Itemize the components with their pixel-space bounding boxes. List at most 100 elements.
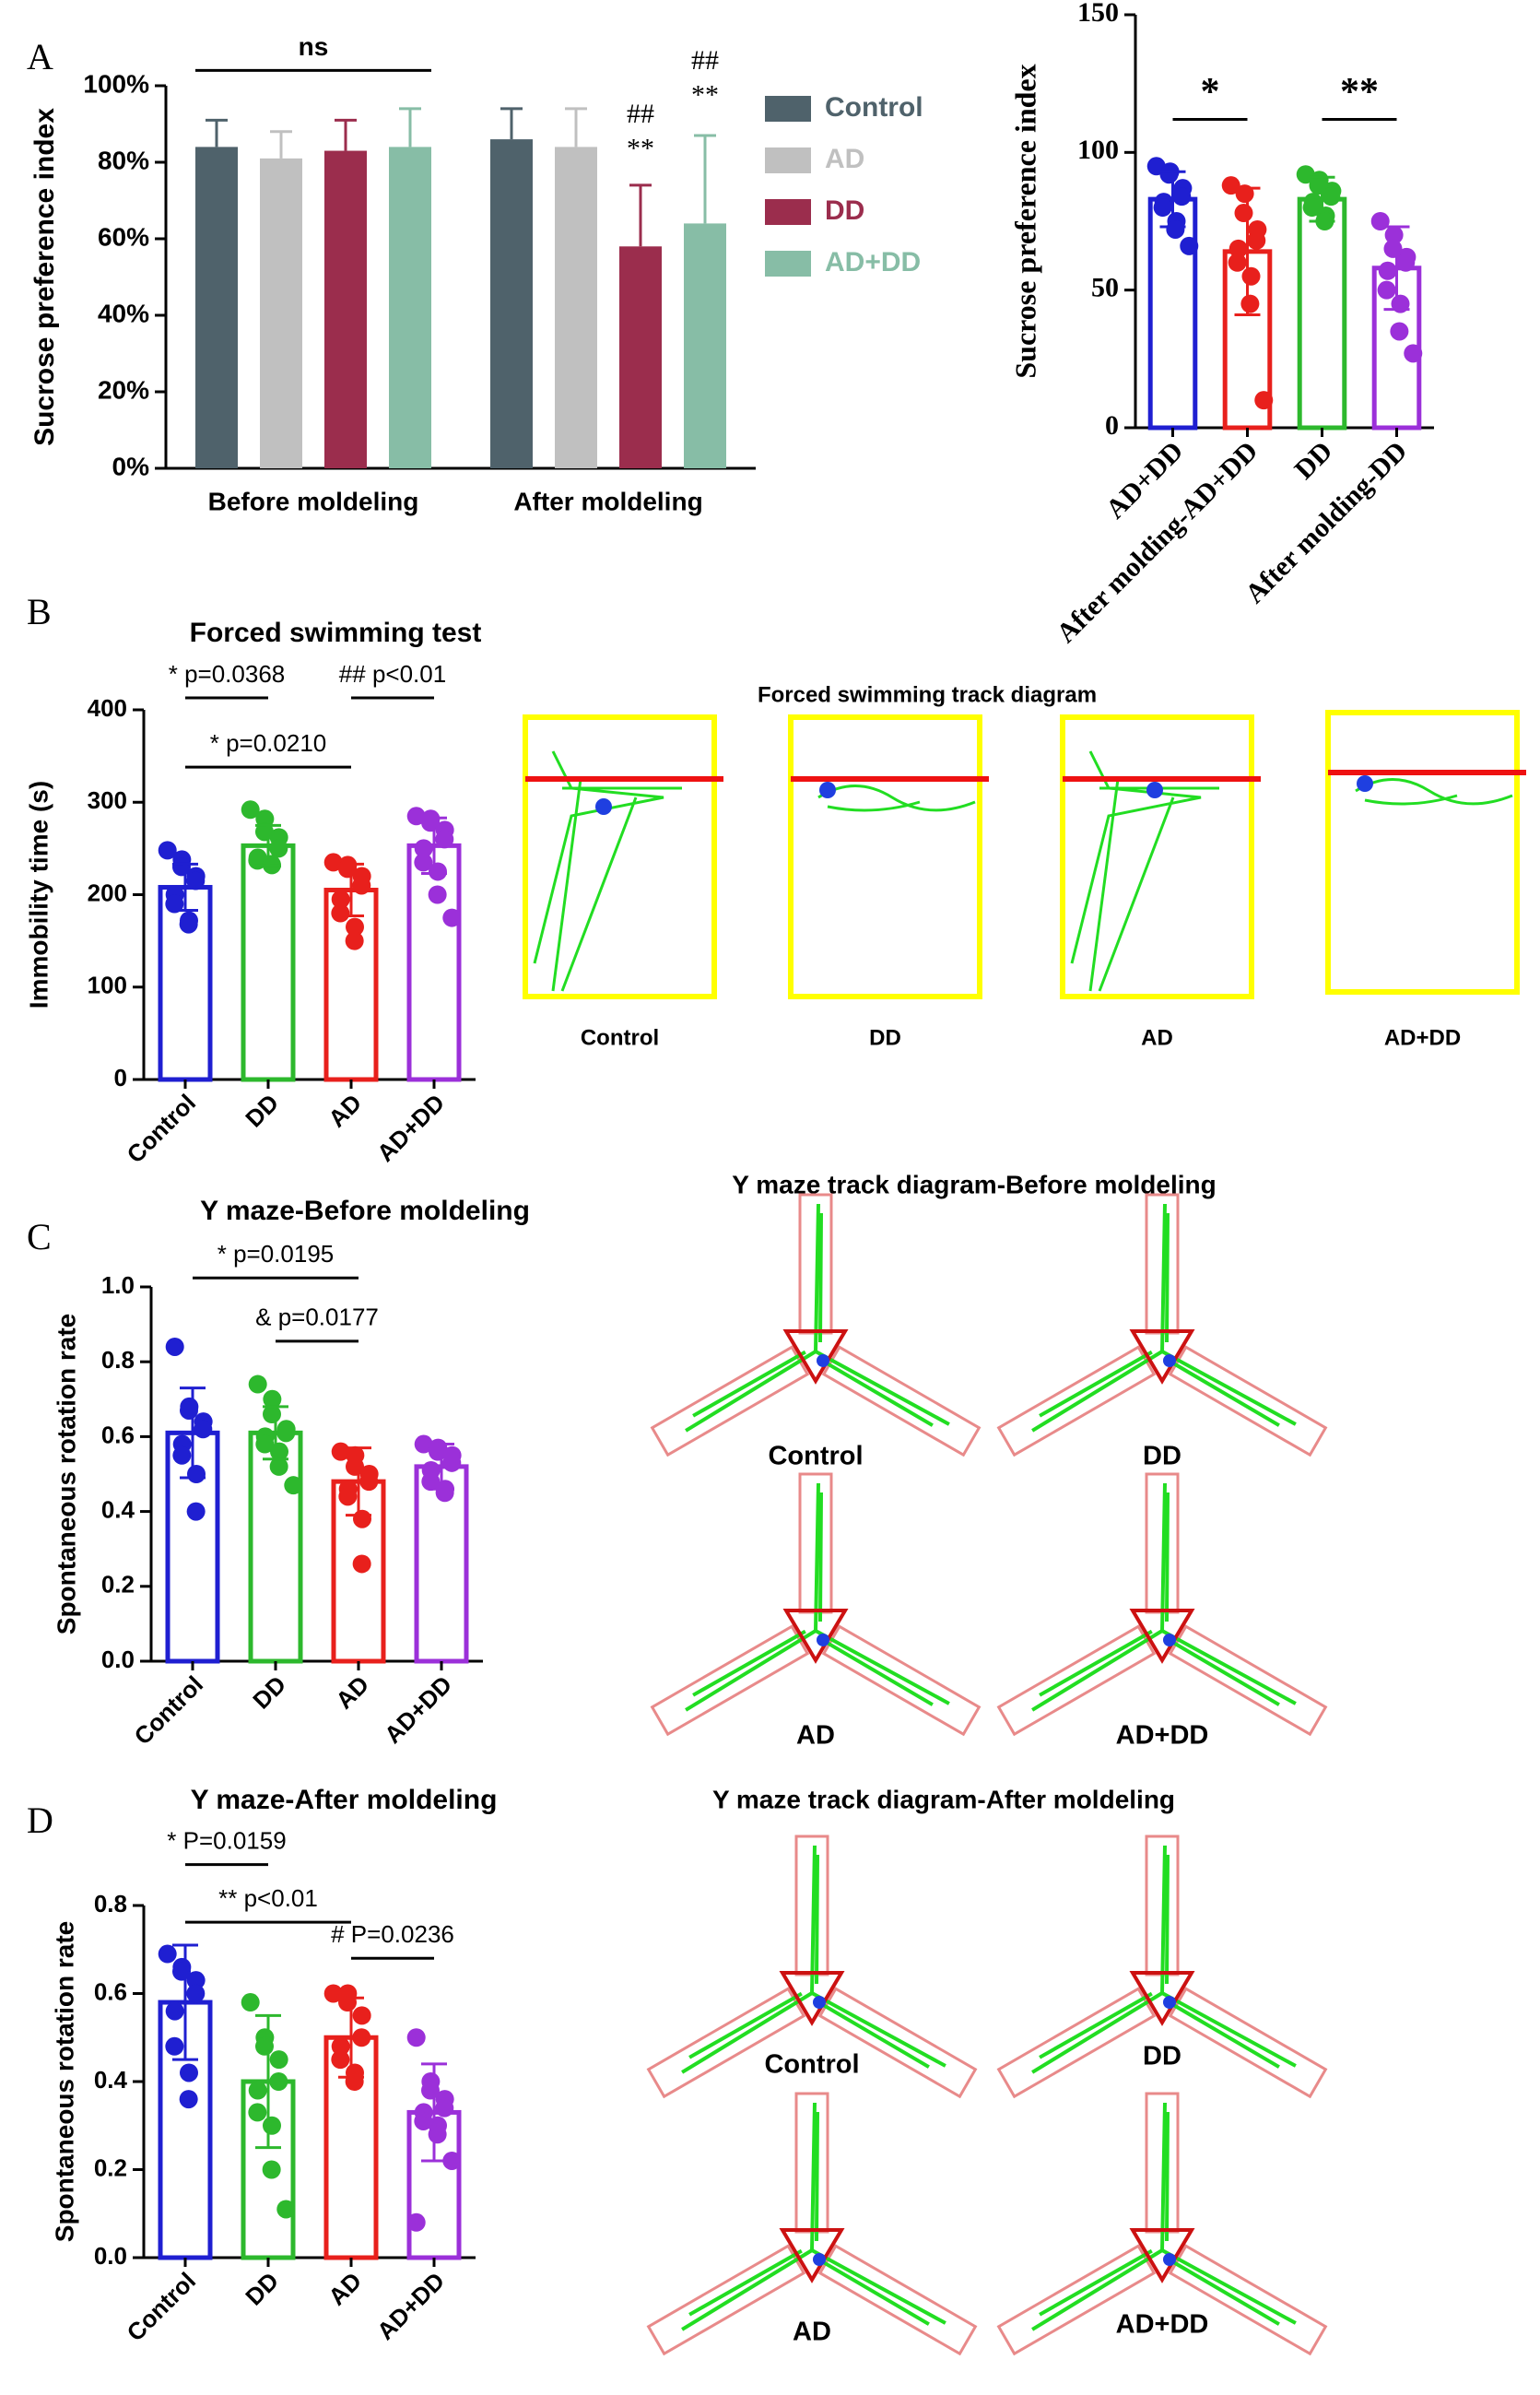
maze-track: [1160, 1845, 1170, 1994]
data-point: [255, 2036, 274, 2056]
data-point: [414, 839, 433, 858]
error-bar: [263, 1405, 288, 1461]
data-point: [352, 2028, 371, 2047]
maze-track: [810, 2102, 819, 2251]
data-point: [323, 1984, 343, 2003]
data-point: [338, 1993, 357, 2012]
data-point: [435, 1483, 454, 1503]
data-point: [331, 903, 350, 923]
data-point: [359, 1472, 379, 1492]
data-point: [269, 2050, 288, 2070]
maze-center: [779, 1971, 845, 2026]
data-point: [406, 2028, 426, 2047]
data-point: [442, 2151, 462, 2170]
y-tick-label: 0.8: [94, 1890, 127, 1917]
data-point: [1153, 198, 1172, 218]
panel-label: B: [27, 591, 52, 632]
data-point: [1234, 204, 1253, 223]
data-point: [1302, 198, 1322, 218]
data-point: [165, 894, 184, 914]
y-maze: [996, 1835, 1328, 2099]
x-tick-label: Control: [122, 1089, 202, 1169]
data-point: [414, 2111, 433, 2130]
y-tick-label: 150: [1077, 0, 1119, 28]
data-point: [1247, 230, 1266, 250]
y-axis-label: Immobility time (s): [24, 781, 53, 1009]
data-point: [158, 1944, 177, 1964]
data-point: [346, 917, 364, 937]
data-point: [158, 841, 177, 860]
maze-arm: [821, 1624, 982, 1737]
maze-track: [685, 1629, 817, 1712]
data-point: [435, 2098, 454, 2118]
annotation: * p=0.0368: [169, 660, 286, 688]
track-label: AD+DD: [1384, 1025, 1461, 1050]
track-label: DD: [1143, 2042, 1181, 2071]
annotation: **: [1340, 71, 1379, 113]
swim-tank: [1060, 714, 1254, 999]
data-point: [1159, 165, 1179, 184]
data-point: [255, 1434, 275, 1454]
bar: [195, 147, 238, 468]
error-bar: [346, 1446, 371, 1517]
annotation: * P=0.0159: [167, 1826, 286, 1854]
data-point: [435, 830, 454, 849]
maze-track: [810, 1845, 819, 1994]
annotation: **: [691, 79, 719, 110]
y-tick-label: 0.4: [94, 2066, 128, 2094]
error-bar: [338, 862, 364, 918]
annotation: * p=0.0210: [210, 729, 327, 757]
data-point: [442, 908, 462, 927]
data-point: [186, 871, 206, 891]
data-point: [255, 809, 275, 829]
data-point: [194, 1420, 213, 1439]
maze-track: [1161, 2248, 1297, 2326]
error-bar: [421, 2062, 447, 2163]
maze-arm: [817, 2244, 978, 2356]
track-label: AD: [796, 1721, 835, 1751]
data-point: [442, 1453, 462, 1472]
maze-track: [1160, 1482, 1170, 1632]
animal-position: [1163, 2253, 1176, 2266]
data-point: [248, 2081, 267, 2100]
data-point: [331, 1442, 350, 1461]
animal-position: [1163, 1996, 1176, 2009]
y-tick-label: 0.6: [101, 1421, 135, 1448]
animal-position: [595, 798, 612, 815]
legend-swatch: [765, 96, 811, 122]
data-point: [186, 1971, 206, 1990]
bar: [619, 246, 662, 468]
data-point: [421, 1472, 441, 1492]
data-point: [414, 1434, 433, 1454]
x-tick-label: AD: [323, 2267, 367, 2311]
data-point: [180, 2063, 198, 2082]
x-tick-label: DD: [240, 2267, 284, 2311]
x-tick-label: After moldeling: [513, 487, 702, 515]
data-point: [331, 2050, 350, 2070]
data-point: [353, 1509, 371, 1528]
data-point: [172, 1445, 192, 1465]
maze-track: [1031, 1629, 1164, 1712]
data-point: [414, 853, 433, 872]
maze-track: [681, 2248, 814, 2331]
data-point: [1378, 261, 1397, 280]
error-bar: [1234, 186, 1261, 317]
track-label: AD+DD: [1116, 1721, 1209, 1751]
swim-track: [817, 785, 976, 812]
data-point: [180, 1400, 198, 1420]
swim-track: [1070, 750, 1219, 992]
data-point: [1228, 253, 1247, 272]
y-tick-label: 0.2: [101, 1571, 135, 1599]
y-tick-label: 0.4: [101, 1495, 135, 1523]
error-bar: [172, 1943, 198, 2061]
track-label: AD+DD: [1116, 2310, 1209, 2340]
legend-label: AD+DD: [825, 247, 921, 277]
data-point: [165, 2001, 184, 2021]
maze-track: [1161, 1350, 1297, 1427]
y-maze: [646, 1835, 978, 2099]
y-maze: [646, 2092, 978, 2356]
maze-arm: [1168, 1624, 1328, 1737]
data-point: [269, 839, 288, 858]
maze-center: [1129, 2228, 1195, 2283]
